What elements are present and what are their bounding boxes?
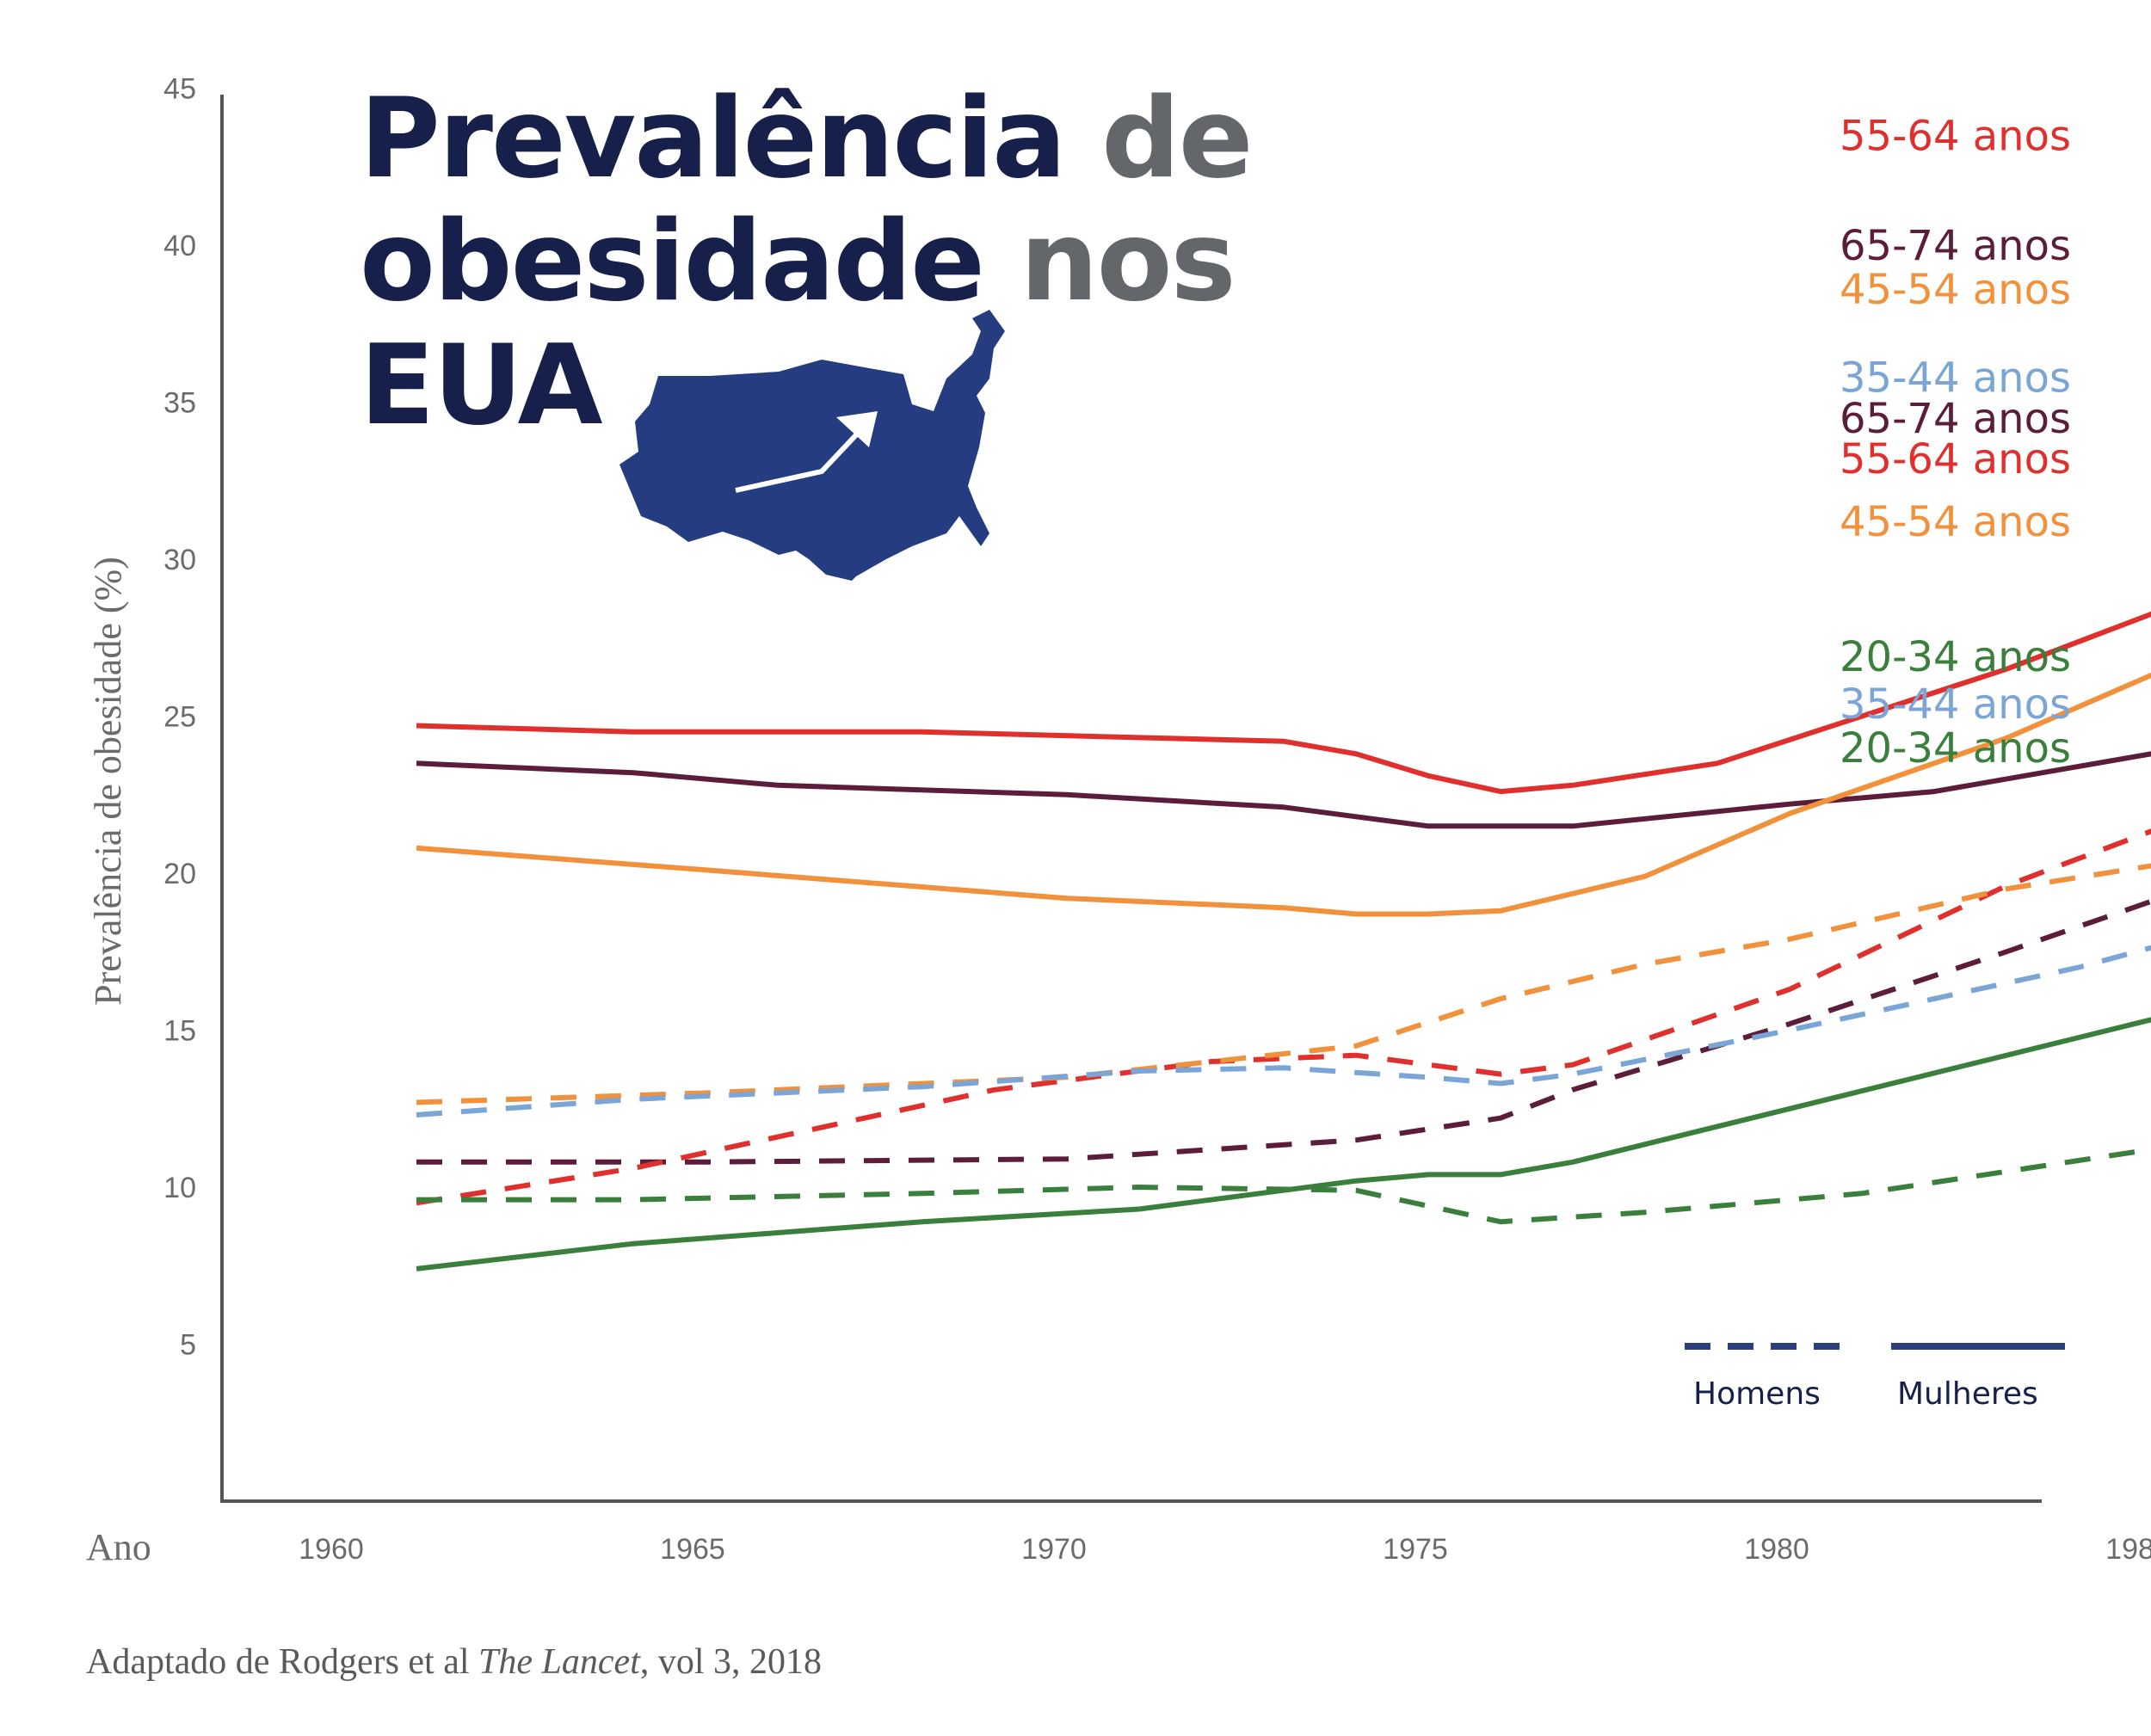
series-end-label: 45-54 anos	[1840, 498, 2071, 546]
y-tick-label: 5	[180, 1329, 196, 1362]
series-line-women-55-64-anos	[416, 611, 2151, 795]
source-suffix: , vol 3, 2018	[640, 1642, 822, 1682]
series-end-label: 45-54 anos	[1840, 266, 2071, 314]
series-end-label: 35-44 anos	[1840, 680, 2071, 729]
svg-text:obesidade nos: obesidade nos	[360, 198, 1235, 326]
y-axis-label: Prevalência de obesidade (%)	[87, 557, 129, 1006]
x-axis-label: Ano	[86, 1526, 151, 1568]
y-tick-label: 15	[163, 1015, 196, 1048]
tick-labels: 5 10 15 20 25 30 35 40 45 1960 1965 1970 1975 1980 198…	[163, 73, 2151, 1567]
series-line-men-55-64-anos	[416, 828, 2151, 1206]
x-tick-label: 1965	[660, 1533, 725, 1566]
series-line-men-45-54-anos	[416, 863, 2151, 1105]
series-end-label: 65-74 anos	[1840, 222, 2071, 270]
series-end-label: 55-64 anos	[1840, 112, 2071, 160]
y-tick-label: 35	[163, 387, 196, 420]
chart-title: Prevalência de obesidade nos EUA	[360, 75, 1254, 450]
series-lines	[416, 611, 2151, 1271]
series-line-men-20-34-anos	[416, 1147, 2151, 1225]
title-part-3: obesidade	[360, 198, 983, 326]
series-end-label: 20-34 anos	[1840, 724, 2071, 773]
legend-women-label: Mulheres	[1897, 1376, 2038, 1412]
series-line-women-20-34-anos	[416, 1017, 2151, 1271]
source-prefix: Adaptado de Rodgers et al	[86, 1642, 478, 1682]
y-tick-label: 20	[163, 858, 196, 890]
series-end-label: 35-44 anos	[1840, 354, 2071, 402]
legend-men-label: Homens	[1693, 1376, 1821, 1412]
title-part-2: de	[1065, 75, 1252, 203]
x-tick-label: 1970	[1021, 1533, 1087, 1566]
svg-text:Prevalência de: Prevalência de	[360, 75, 1252, 203]
x-tick-label: 1980	[1744, 1533, 1809, 1566]
title-part-5: EUA	[360, 322, 602, 450]
legend: Homens Mulheres	[1685, 1343, 2065, 1412]
series-end-label: 20-34 anos	[1840, 633, 2071, 681]
x-tick-label: 1975	[1383, 1533, 1448, 1566]
title-part-4: nos	[983, 198, 1235, 326]
y-tick-label: 45	[163, 73, 196, 106]
x-tick-label: 1960	[299, 1533, 364, 1566]
title-part-1: Prevalência	[360, 75, 1065, 203]
y-tick-label: 25	[163, 701, 196, 734]
series-line-women-65-74-anos	[416, 751, 2151, 829]
y-tick-label: 10	[163, 1172, 196, 1204]
y-tick-label: 40	[163, 230, 196, 262]
source-note: Adaptado de Rodgers et al The Lancet, vo…	[86, 1642, 822, 1682]
y-tick-label: 30	[163, 544, 196, 576]
series-end-label: 55-64 anos	[1840, 435, 2071, 483]
trend-arrow-icon	[735, 411, 878, 493]
series-end-label: 65-74 anos	[1840, 395, 2071, 443]
usa-map-icon	[619, 310, 1005, 581]
series-line-women-45-54-anos	[416, 672, 2151, 917]
source-journal: The Lancet	[478, 1642, 641, 1682]
